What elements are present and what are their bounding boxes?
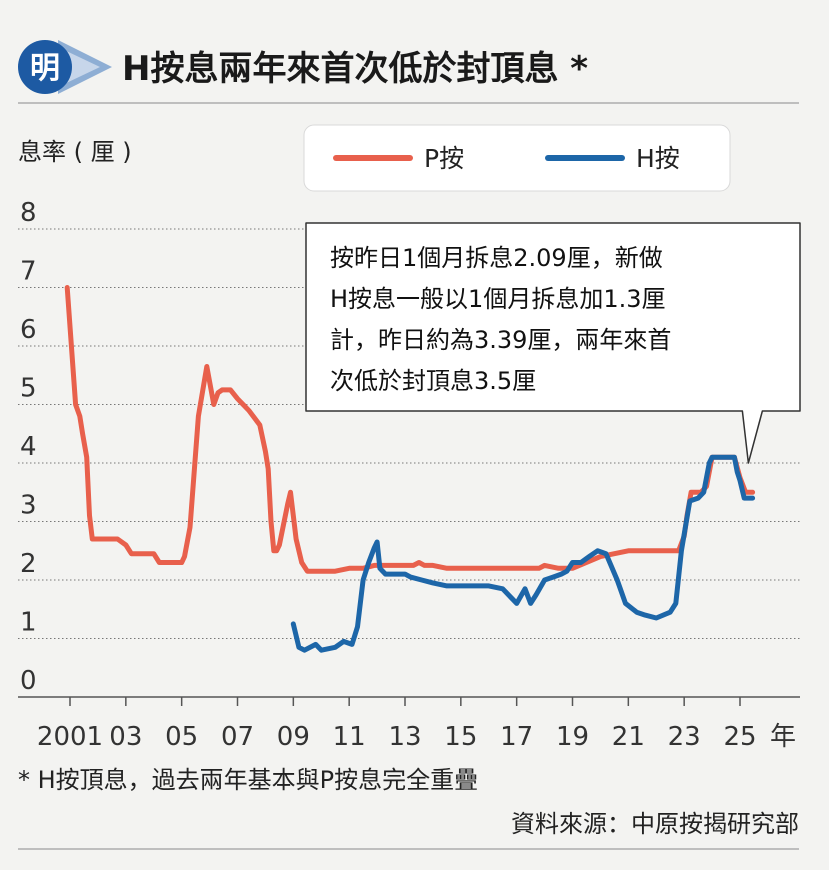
y-tick-label: 1 — [20, 608, 37, 638]
callout-box — [305, 222, 801, 464]
y-tick-label: 3 — [20, 491, 37, 521]
x-tick-label: 21 — [612, 722, 645, 752]
x-tick-label: 25 — [723, 722, 756, 752]
x-tick-label: 05 — [165, 722, 198, 752]
x-tick-label: 09 — [277, 722, 310, 752]
page-title: H按息兩年來首次低於封頂息 * — [122, 49, 588, 89]
x-tick-label: 03 — [109, 722, 142, 752]
x-tick-label: 07 — [221, 722, 254, 752]
legend: P按 H按 — [303, 124, 731, 192]
y-tick-label: 6 — [20, 315, 37, 345]
x-tick-label: 23 — [668, 722, 701, 752]
logo-text: 明 — [30, 51, 60, 86]
source-credit: 資料來源：中原按揭研究部 — [511, 810, 799, 838]
y-tick-label: 5 — [20, 374, 37, 404]
y-tick-label: 0 — [20, 666, 37, 696]
y-axis-label: 息率 ( 厘 ) — [18, 138, 132, 166]
annotation-line-4: 次低於封頂息3.5厘 — [330, 367, 536, 395]
logo-badge — [18, 40, 72, 94]
y-tick-label: 7 — [20, 257, 37, 287]
annotation-line-2: H按息一般以1個月拆息加1.3厘 — [330, 285, 665, 313]
x-tick-label: 15 — [444, 722, 477, 752]
x-tick-label: 17 — [500, 722, 533, 752]
x-axis-label: 年 — [770, 722, 796, 752]
annotation-callout: 按昨日1個月拆息2.09厘，新做 H按息一般以1個月拆息加1.3厘 計，昨日約為… — [305, 222, 801, 464]
legend-label-h: H按 — [636, 144, 680, 173]
series-lines — [64, 285, 756, 653]
footnote: * H按頂息，過去兩年基本與P按息完全重疊 — [18, 766, 478, 794]
y-tick-label: 4 — [20, 432, 37, 462]
series-line-h — [290, 454, 756, 653]
y-tick-labels: 0 1 2 3 4 5 6 7 8 — [20, 198, 37, 696]
gridlines — [18, 228, 800, 698]
annotation-line-3: 計，昨日約為3.39厘，兩年來首 — [330, 326, 671, 354]
y-tick-label: 2 — [20, 549, 37, 579]
header: 明 H按息兩年來首次低於封頂息 * — [18, 40, 799, 104]
x-tick-label: 13 — [388, 722, 421, 752]
legend-box — [303, 124, 731, 192]
x-tick-label: 19 — [556, 722, 589, 752]
series-line-p — [64, 285, 756, 574]
x-tick-label: 2001 — [37, 722, 103, 752]
x-tick-label: 11 — [333, 722, 366, 752]
annotation-line-1: 按昨日1個月拆息2.09厘，新做 — [330, 244, 663, 272]
x-tick-labels: 2001 03 05 07 09 11 13 15 17 19 21 23 25 — [37, 697, 757, 752]
legend-label-p: P按 — [424, 144, 464, 173]
y-tick-label: 8 — [20, 198, 37, 228]
